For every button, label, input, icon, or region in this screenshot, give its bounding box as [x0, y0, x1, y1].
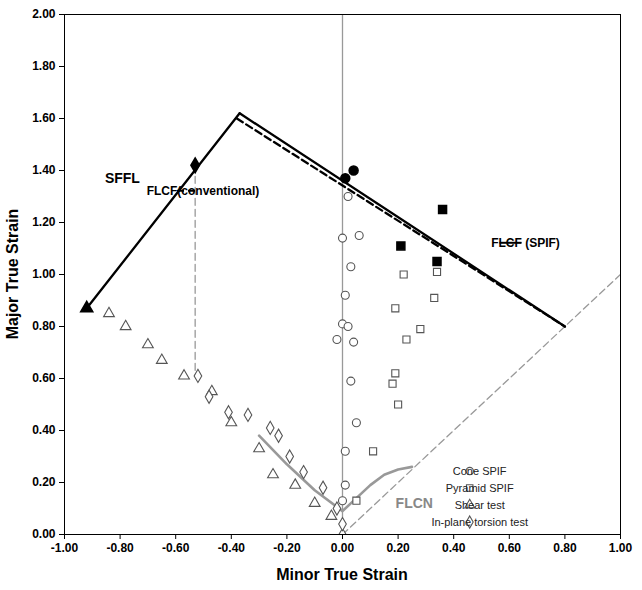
svg-text:0.40: 0.40: [32, 423, 56, 437]
svg-text:Minor True Strain: Minor True Strain: [276, 566, 408, 583]
svg-text:Shear test: Shear test: [455, 499, 505, 511]
svg-text:-0.60: -0.60: [162, 541, 190, 555]
svg-text:1.80: 1.80: [32, 59, 56, 73]
svg-text:FLCF(conventional): FLCF(conventional): [147, 184, 260, 198]
svg-text:0.80: 0.80: [32, 319, 56, 333]
svg-text:SFFL: SFFL: [105, 170, 140, 186]
svg-text:1.40: 1.40: [32, 163, 56, 177]
svg-text:0.60: 0.60: [32, 371, 56, 385]
svg-text:In-plane torsion test: In-plane torsion test: [431, 516, 528, 528]
svg-text:-0.20: -0.20: [273, 541, 301, 555]
svg-text:0.20: 0.20: [32, 475, 56, 489]
svg-text:-1.00: -1.00: [51, 541, 79, 555]
svg-text:0.00: 0.00: [331, 541, 355, 555]
svg-text:Major True Strain: Major True Strain: [4, 209, 21, 340]
svg-text:2.00: 2.00: [32, 7, 56, 21]
svg-text:0.60: 0.60: [498, 541, 522, 555]
svg-text:0.00: 0.00: [32, 527, 56, 541]
svg-text:FLCF (SPIF): FLCF (SPIF): [491, 236, 560, 250]
svg-text:0.40: 0.40: [442, 541, 466, 555]
svg-text:1.00: 1.00: [609, 541, 633, 555]
svg-text:1.60: 1.60: [32, 111, 56, 125]
svg-text:Pyramid SPIF: Pyramid SPIF: [446, 482, 514, 494]
svg-text:0.80: 0.80: [553, 541, 577, 555]
svg-text:Cone SPIF: Cone SPIF: [453, 465, 507, 477]
svg-text:FLCN: FLCN: [396, 495, 433, 511]
svg-text:0.20: 0.20: [386, 541, 410, 555]
svg-text:-0.80: -0.80: [106, 541, 134, 555]
svg-text:-0.40: -0.40: [218, 541, 246, 555]
svg-text:1.20: 1.20: [32, 215, 56, 229]
svg-text:1.00: 1.00: [32, 267, 56, 281]
